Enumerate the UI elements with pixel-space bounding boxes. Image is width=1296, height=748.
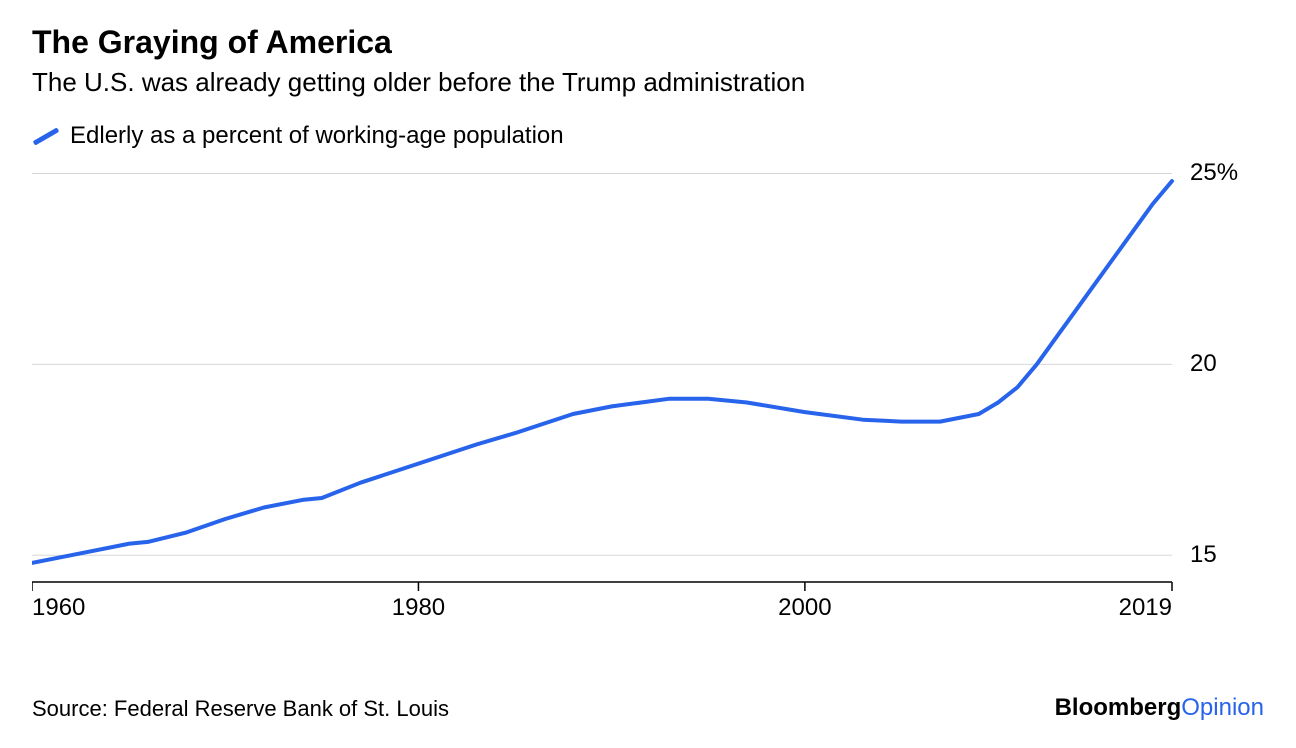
- x-axis-label: 2019: [1119, 594, 1172, 622]
- x-axis-label: 1980: [392, 594, 445, 622]
- line-chart: [32, 162, 1264, 602]
- legend-label: Edlerly as a percent of working-age popu…: [70, 122, 564, 150]
- brand-name: Bloomberg: [1055, 694, 1182, 721]
- y-axis-label: 25%: [1190, 159, 1238, 187]
- chart-area: 152025%1960198020002019: [32, 162, 1264, 592]
- chart-title: The Graying of America: [32, 24, 1264, 61]
- x-axis-label: 1960: [32, 594, 85, 622]
- y-axis-label: 15: [1190, 541, 1217, 569]
- legend: Edlerly as a percent of working-age popu…: [32, 122, 1264, 150]
- y-axis-label: 20: [1190, 350, 1217, 378]
- source-text: Source: Federal Reserve Bank of St. Loui…: [32, 696, 449, 722]
- x-axis-label: 2000: [778, 594, 831, 622]
- brand-section: Opinion: [1181, 694, 1264, 721]
- chart-subtitle: The U.S. was already getting older befor…: [32, 67, 1264, 98]
- brand-logo: BloombergOpinion: [1055, 694, 1264, 722]
- legend-swatch: [33, 127, 60, 145]
